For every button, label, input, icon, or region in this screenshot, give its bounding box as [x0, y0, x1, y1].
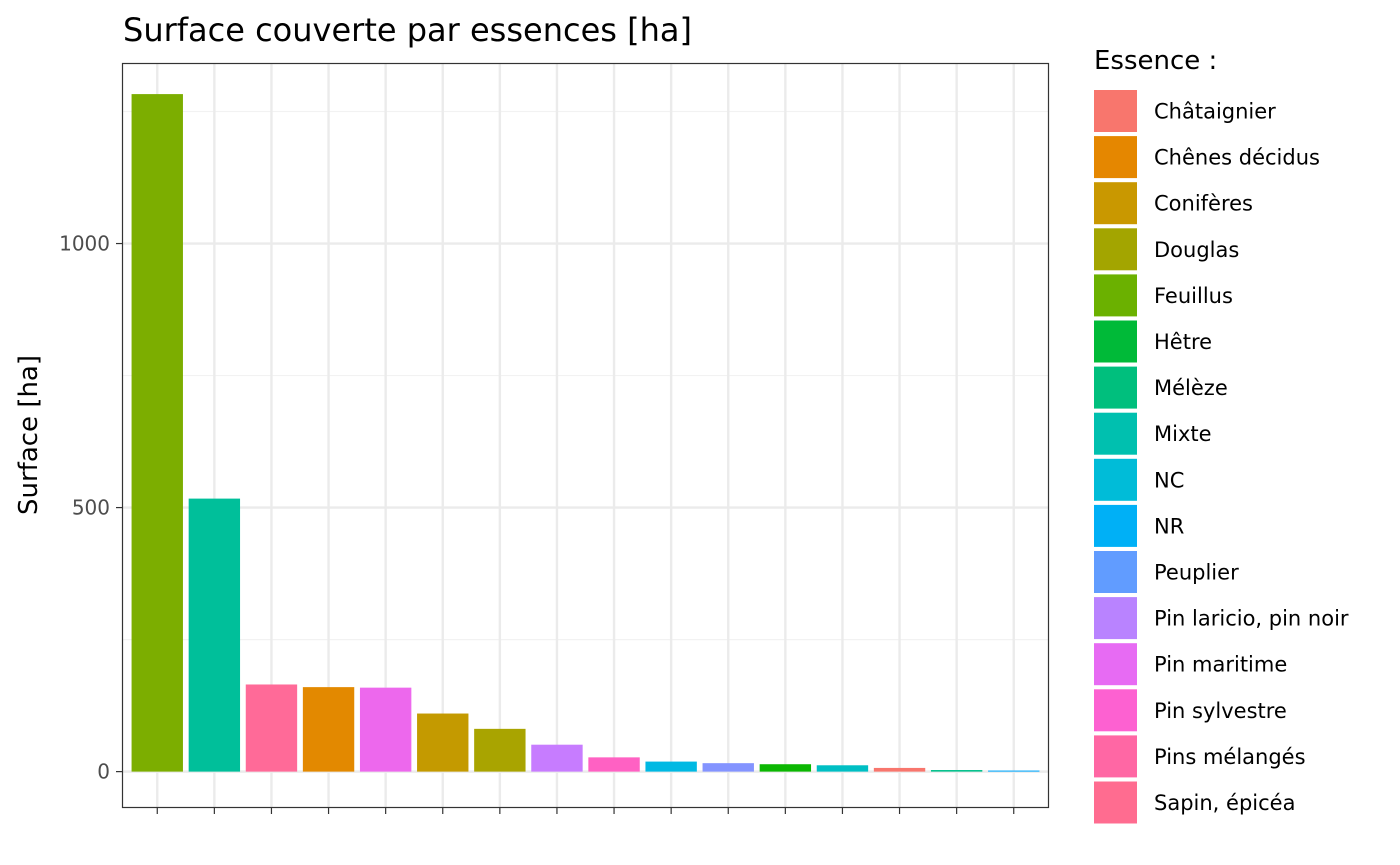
legend-item: Pins mélangés [1094, 735, 1306, 778]
legend-item: Chênes décidus [1094, 136, 1320, 179]
bar-feuillus [131, 94, 183, 772]
legend-item-label: Pin laricio, pin noir [1154, 607, 1349, 631]
legend-key-swatch [1094, 366, 1137, 409]
legend-item-label: Pin sylvestre [1154, 699, 1287, 723]
legend-key-swatch [1094, 643, 1137, 686]
legend-item: Hêtre [1094, 320, 1212, 363]
legend-item: Mélèze [1094, 366, 1228, 409]
legend-item: Pin maritime [1094, 643, 1287, 686]
legend-key-swatch [1094, 597, 1137, 640]
legend-item-label: Chênes décidus [1154, 146, 1320, 170]
legend-key-swatch [1094, 458, 1137, 501]
legend-key-swatch [1094, 90, 1137, 132]
bar-mixte [188, 498, 241, 772]
bar-nr [645, 761, 697, 772]
legend-item-label: Châtaignier [1154, 100, 1276, 124]
bars [131, 94, 1040, 772]
legend-item: Douglas [1094, 228, 1239, 271]
y-tick-label: 0 [97, 760, 110, 784]
legend-item-label: Mélèze [1154, 376, 1228, 400]
y-axis-label: Surface [ha] [14, 355, 44, 515]
legend-item: Feuillus [1094, 274, 1233, 317]
legend-item-label: Pins mélangés [1154, 745, 1306, 769]
axes: 0 500 1000 [59, 232, 1015, 814]
bar-pin-sylvestre [359, 687, 412, 772]
bar-douglas [474, 728, 526, 772]
grid-lines [123, 64, 1048, 807]
legend-item: Conifères [1094, 182, 1253, 225]
y-tick-label: 1000 [59, 232, 110, 256]
legend-key-swatch [1094, 781, 1137, 824]
legend-item-label: Hêtre [1154, 330, 1212, 354]
legend-item-label: NC [1154, 468, 1184, 492]
legend-item: Pin laricio, pin noir [1094, 597, 1349, 640]
bar-chênes-décidus [302, 687, 355, 772]
legend-key-swatch [1094, 504, 1137, 547]
bar-pins-mélangés [588, 757, 640, 772]
bar-conifères [417, 713, 469, 772]
bar-mélèze [930, 770, 983, 772]
legend: Châtaignier Chênes décidus Conifères Dougla… [1094, 90, 1349, 824]
bar-hêtre [759, 764, 812, 772]
legend-item: Sapin, épicéa [1094, 781, 1295, 824]
bar-peuplier [988, 770, 1040, 772]
legend-item: NR [1094, 504, 1184, 547]
y-tick-label: 500 [72, 496, 110, 520]
legend-key-swatch [1094, 320, 1137, 363]
legend-item: Pin sylvestre [1094, 689, 1287, 732]
legend-key-swatch [1094, 689, 1137, 732]
legend-item-label: Conifères [1154, 192, 1253, 216]
legend-item: Mixte [1094, 412, 1212, 455]
bar-pin-laricio-pin-noir [702, 763, 754, 772]
legend-item-label: Sapin, épicéa [1154, 791, 1295, 815]
legend-item: NC [1094, 458, 1184, 501]
legend-key-swatch [1094, 182, 1137, 225]
legend-key-swatch [1094, 136, 1137, 179]
legend-key-swatch [1094, 274, 1137, 317]
legend-key-swatch [1094, 228, 1137, 271]
legend-item: Châtaignier [1094, 90, 1276, 132]
legend-key-swatch [1094, 412, 1137, 455]
legend-key-swatch [1094, 735, 1137, 778]
legend-title: Essence : [1094, 46, 1217, 76]
legend-item-label: Feuillus [1154, 284, 1233, 308]
legend-item: Peuplier [1094, 551, 1239, 593]
legend-item-label: Douglas [1154, 238, 1239, 262]
chart-title: Surface couverte par essences [ha] [123, 11, 692, 49]
legend-item-label: Mixte [1154, 422, 1212, 446]
bar-nc [816, 765, 869, 772]
legend-item-label: Peuplier [1154, 561, 1239, 585]
bar-pin-maritime [531, 744, 583, 772]
bar-sapin-épicéa [245, 684, 298, 772]
plot-panel-border [121, 62, 1050, 809]
bar-châtaignier [873, 767, 926, 772]
legend-item-label: Pin maritime [1154, 653, 1287, 677]
legend-item-label: NR [1154, 514, 1184, 538]
legend-key-swatch [1094, 551, 1137, 593]
